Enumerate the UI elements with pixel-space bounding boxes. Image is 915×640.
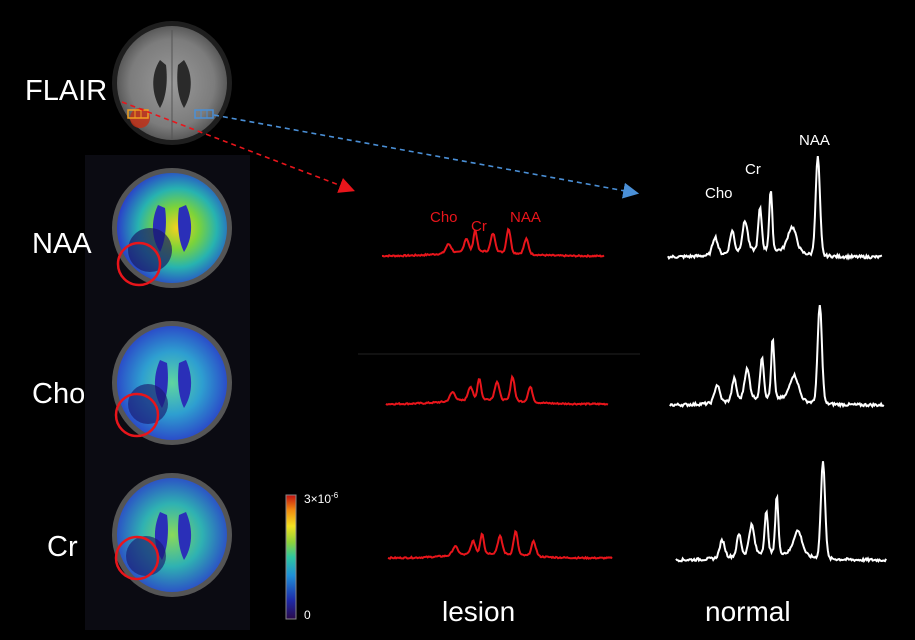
column-label-normal: normal	[705, 596, 791, 627]
row-label-flair: FLAIR	[25, 75, 108, 107]
normal-spectrum-naa	[667, 156, 883, 261]
normal-peak-naa: NAA	[799, 132, 830, 149]
naa-lesion-circle	[116, 241, 162, 287]
cho-map	[112, 321, 232, 445]
row-label-cr: Cr	[47, 531, 78, 563]
normal-spectrum-cho	[669, 304, 885, 409]
naa-map	[112, 168, 232, 288]
colorbar	[285, 494, 297, 620]
normal-voxel	[194, 109, 214, 119]
flair-image	[112, 21, 232, 145]
colorbar-min-label: 0	[304, 608, 311, 622]
row-label-naa: NAA	[32, 228, 92, 260]
cho-lesion-circle	[114, 392, 160, 438]
colorbar-max-base: 3×10	[304, 492, 332, 506]
lesion-spectrum-cr	[387, 529, 613, 560]
normal-spectrum-cr	[675, 461, 887, 564]
row-label-cho: Cho	[32, 378, 86, 410]
column-label-lesion: lesion	[442, 596, 516, 627]
lesion-peak-cho: Cho	[430, 209, 458, 226]
lesion-peak-naa: NAA	[510, 209, 541, 226]
normal-peak-cr: Cr	[745, 161, 761, 178]
colorbar-max-exp: -6	[331, 491, 339, 500]
lesion-spectrum-cho	[385, 374, 609, 407]
lesion-voxel	[127, 109, 149, 119]
normal-peak-cho: Cho	[705, 185, 733, 202]
lesion-peak-cr: Cr	[471, 218, 487, 235]
lesion-spectrum-naa	[381, 227, 605, 258]
normal-arrow	[213, 114, 640, 199]
colorbar-max-label: 3×10-6	[304, 491, 338, 506]
cr-lesion-circle	[114, 535, 160, 581]
spectra	[381, 156, 887, 564]
cr-map	[112, 473, 232, 597]
